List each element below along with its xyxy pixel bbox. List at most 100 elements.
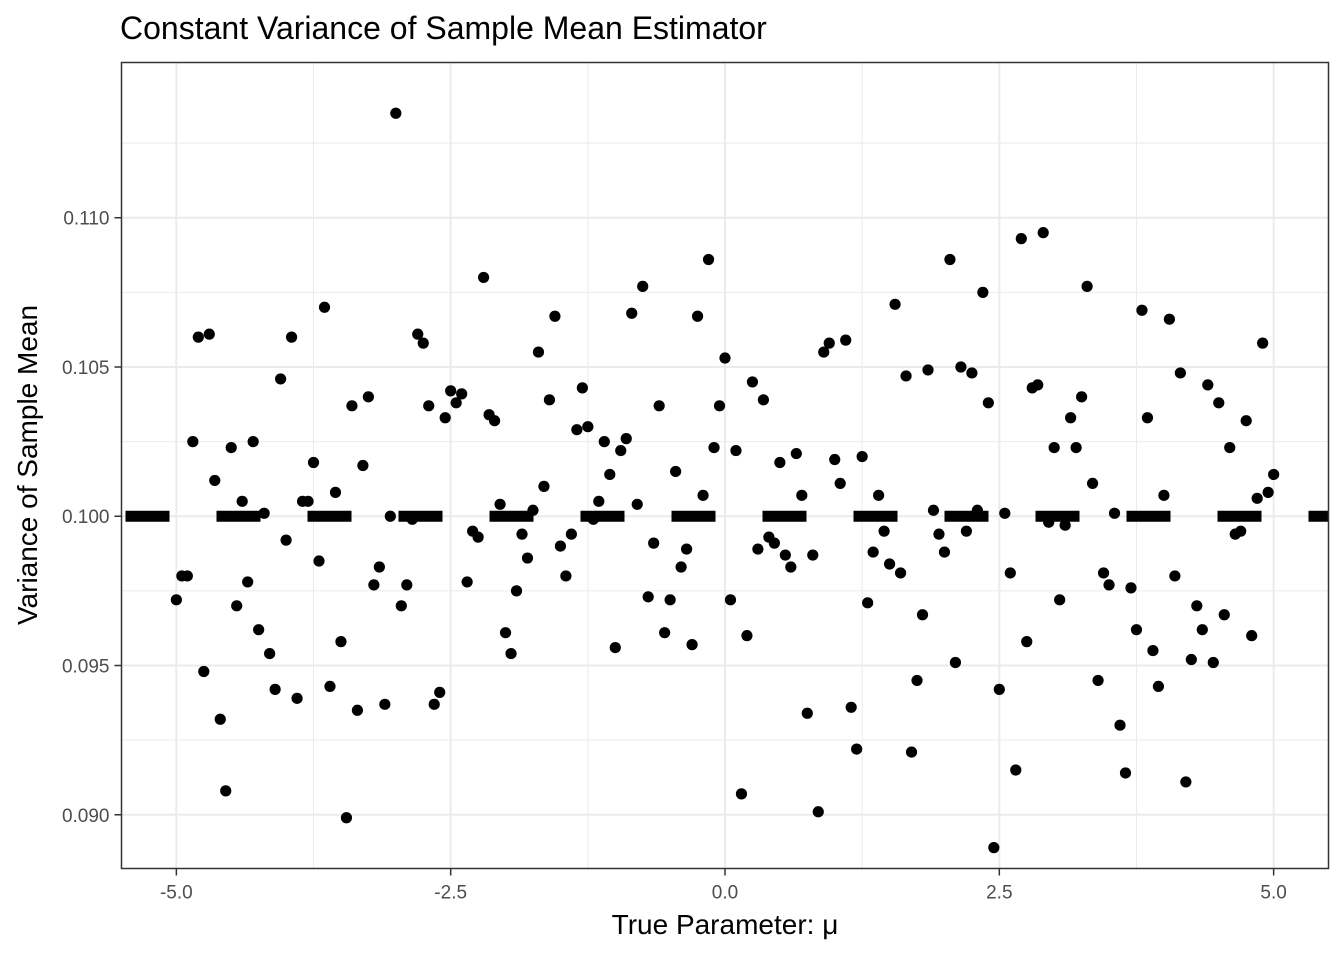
data-point: [664, 594, 676, 606]
data-point: [1059, 519, 1071, 531]
data-point: [571, 424, 583, 436]
data-point: [472, 531, 484, 543]
data-point: [275, 373, 287, 385]
data-point: [1065, 412, 1077, 424]
data-point: [1037, 227, 1049, 239]
data-point: [867, 546, 879, 558]
data-point: [247, 436, 259, 448]
data-point: [889, 298, 901, 310]
data-point: [977, 286, 989, 298]
y-tick-label: 0.100: [62, 507, 110, 528]
data-point: [955, 361, 967, 373]
data-point: [1043, 516, 1055, 528]
data-point: [702, 253, 715, 266]
x-tick-label: 2.5: [986, 883, 1012, 904]
data-point: [478, 271, 490, 284]
data-point: [1163, 313, 1175, 325]
data-point: [209, 474, 221, 487]
x-tick-label: 5.0: [1260, 883, 1286, 904]
y-tick-label: 0.105: [62, 358, 110, 379]
data-point: [873, 489, 885, 501]
data-point: [1070, 441, 1082, 454]
data-point: [439, 412, 451, 424]
x-tick-label: 0.0: [712, 883, 738, 904]
data-point: [527, 504, 539, 516]
data-point: [192, 331, 204, 343]
data-point: [796, 489, 808, 501]
data-point: [719, 352, 731, 364]
data-point: [1224, 441, 1236, 454]
data-point: [324, 680, 336, 693]
data-point: [1081, 280, 1093, 292]
data-point: [916, 609, 929, 621]
data-point: [862, 597, 874, 609]
data-point: [1097, 567, 1110, 579]
data-point: [757, 394, 770, 406]
data-point: [505, 647, 517, 660]
data-point: [1196, 624, 1208, 636]
data-point: [697, 489, 709, 501]
data-point: [351, 704, 364, 716]
data-point: [373, 561, 385, 573]
data-point: [670, 465, 682, 478]
y-axis: 0.090 0.095 0.100 0.105 0.110: [62, 209, 122, 827]
data-point: [368, 579, 380, 591]
data-point: [680, 543, 693, 555]
data-point: [999, 507, 1011, 519]
data-point: [346, 400, 358, 412]
data-point: [1191, 600, 1203, 612]
data-point: [708, 441, 720, 454]
x-tick-label: -2.5: [434, 883, 467, 904]
data-point: [741, 630, 753, 642]
data-point: [949, 656, 962, 669]
data-point: [686, 639, 698, 651]
data-point: [604, 468, 616, 481]
data-point: [659, 627, 671, 639]
data-point: [768, 537, 780, 549]
data-point: [450, 397, 462, 409]
data-point: [445, 385, 457, 397]
data-point: [845, 701, 857, 713]
data-point: [269, 683, 281, 695]
data-point: [911, 674, 923, 687]
x-axis-label: True Parameter: μ: [612, 909, 839, 940]
data-point: [1240, 415, 1252, 427]
data-point: [1251, 492, 1263, 504]
data-point: [779, 549, 791, 561]
data-point: [285, 331, 298, 343]
data-point: [1246, 630, 1258, 642]
data-point: [302, 495, 314, 507]
data-point: [691, 310, 704, 322]
data-point: [412, 328, 424, 340]
data-point: [818, 346, 830, 358]
data-point: [944, 253, 956, 266]
data-point: [1103, 579, 1115, 591]
data-point: [220, 785, 232, 797]
data-point: [1202, 379, 1214, 391]
data-point: [713, 400, 726, 412]
data-point: [653, 400, 665, 412]
data-point: [554, 540, 567, 552]
data-point: [1185, 653, 1197, 666]
data-point: [560, 570, 572, 582]
data-point: [675, 561, 687, 573]
data-point: [340, 812, 353, 824]
data-point: [587, 513, 599, 525]
data-point: [1257, 337, 1269, 349]
data-points: [170, 107, 1280, 854]
data-point: [801, 707, 813, 719]
data-point: [905, 746, 918, 758]
chart-title: Constant Variance of Sample Mean Estimat…: [120, 10, 767, 46]
data-point: [258, 507, 270, 519]
data-point: [790, 447, 802, 460]
data-point: [1130, 624, 1143, 636]
data-point: [214, 713, 226, 725]
data-point: [1015, 233, 1027, 245]
data-point: [379, 698, 391, 710]
data-point: [203, 328, 215, 340]
data-point: [291, 692, 303, 704]
data-point: [1262, 486, 1274, 498]
data-point: [253, 624, 265, 636]
data-point: [598, 436, 610, 448]
data-point: [878, 525, 890, 537]
